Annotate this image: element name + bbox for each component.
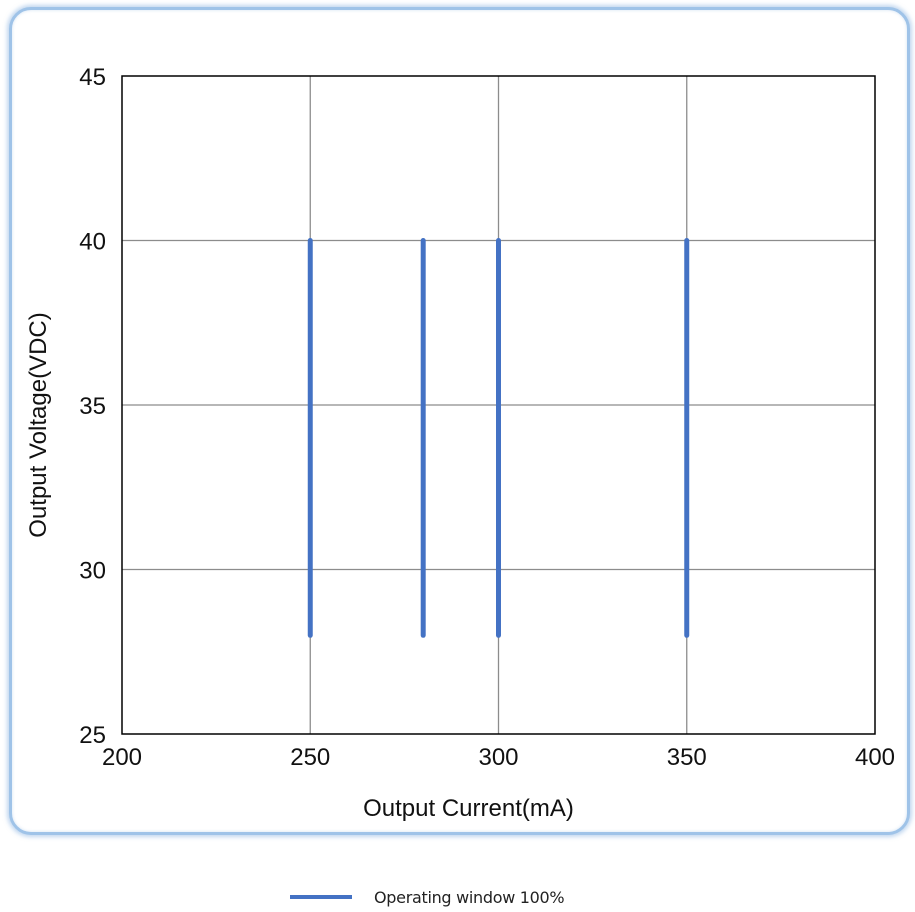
plot-border [121,75,876,735]
legend-swatch [290,895,352,899]
legend: Operating window 100% [290,882,565,912]
y-tick-label: 40 [79,229,106,256]
series-layer [307,238,690,638]
tick-layer: 200 250 300 350 400 25 30 35 40 45 [79,64,895,771]
x-tick-label: 200 [102,744,142,771]
chart-panel [9,7,910,835]
x-tick-label: 250 [290,744,330,771]
chart-svg: 200 250 300 350 400 25 30 35 40 45 Output Current… [25,64,895,822]
y-tick-label: 25 [79,722,106,749]
y-tick-label: 45 [79,64,106,91]
x-tick-label: 350 [667,744,707,771]
x-axis-title: Output Current(mA) [363,795,574,822]
y-axis-title: Output Voltage(VDC) [25,312,52,537]
y-tick-label: 35 [79,393,106,420]
x-tick-label: 300 [478,744,518,771]
x-tick-label: 400 [855,744,895,771]
y-tick-label: 30 [79,558,106,585]
legend-label: Operating window 100% [374,887,565,907]
